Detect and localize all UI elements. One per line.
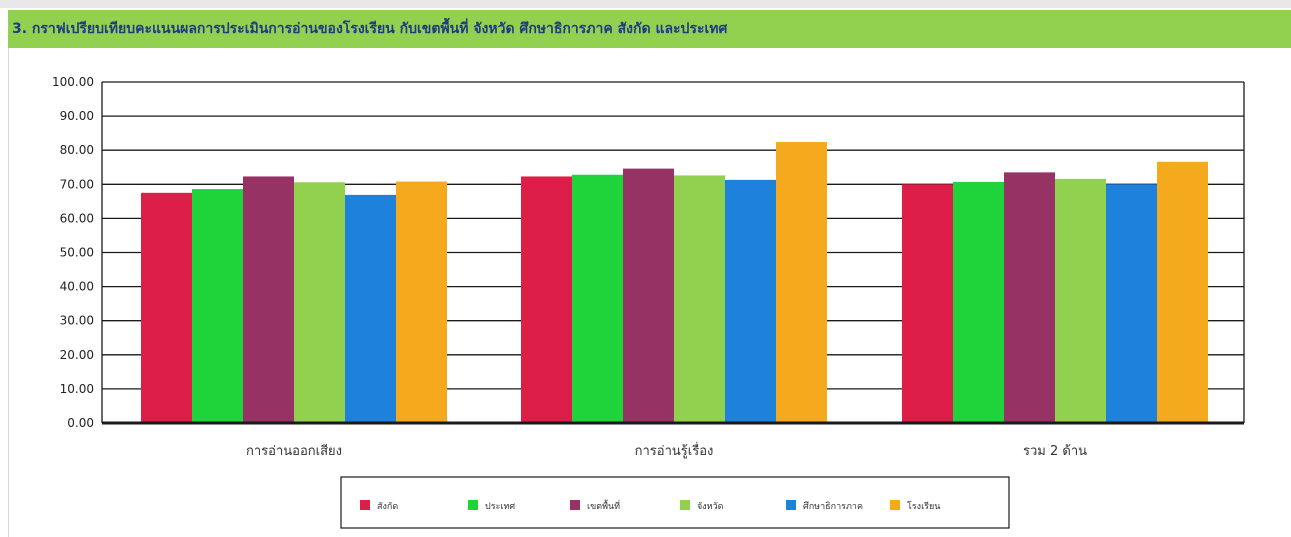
legend-label: ประเทศ (485, 502, 515, 512)
top-border (0, 0, 1291, 8)
bar (1106, 184, 1157, 423)
bar (192, 189, 243, 423)
bar (674, 175, 725, 423)
y-tick-label: 0.00 (67, 416, 94, 430)
bar (902, 184, 953, 423)
legend-swatch (786, 500, 796, 510)
legend-label: สังกัด (377, 502, 398, 512)
bar (1157, 161, 1208, 423)
section-title: 3. กราฟเปรียบเทียบคะแนนผลการประเมินการอ่… (12, 21, 728, 37)
bar (345, 194, 396, 423)
legend-label: โรงเรียน (907, 501, 940, 512)
y-axis-ticks: 0.00 10.00 20.00 30.00 40.00 50.00 60.00 70.00 8… (52, 75, 94, 430)
legend-swatch (680, 500, 690, 510)
y-tick-label: 10.00 (60, 382, 94, 396)
legend: สังกัด ประเทศ เขตพื้นที่ จังหวัด ศึกษาธิการภ… (340, 476, 1010, 529)
bar (953, 181, 1004, 423)
y-tick-label: 30.00 (60, 314, 94, 328)
y-tick-label: 80.00 (60, 143, 94, 157)
bar (243, 176, 294, 423)
bar (725, 179, 776, 423)
x-axis-categories: การอ่านออกเสียง การอ่านรู้เรื่อง รวม 2 ด้า… (246, 442, 1087, 459)
y-tick-label: 40.00 (60, 280, 94, 294)
category-label: การอ่านออกเสียง (246, 443, 342, 459)
legend-swatch (570, 500, 580, 510)
bar (1004, 172, 1055, 423)
bar (294, 182, 345, 423)
bar (396, 181, 447, 423)
y-tick-label: 70.00 (60, 177, 94, 191)
category-label: รวม 2 ด้าน (1023, 444, 1087, 459)
y-tick-label: 50.00 (60, 246, 94, 260)
bar (521, 176, 572, 423)
y-tick-label: 100.00 (52, 75, 94, 89)
legend-label: จังหวัด (697, 502, 724, 512)
bar (141, 192, 192, 423)
bar (776, 142, 827, 424)
legend-swatch (360, 500, 370, 510)
category-label: การอ่านรู้เรื่อง (635, 442, 714, 459)
legend-label: ศึกษาธิการภาค (803, 501, 863, 512)
bar (623, 168, 674, 423)
legend-swatch (468, 500, 478, 510)
y-tick-label: 90.00 (60, 109, 94, 123)
legend-label: เขตพื้นที่ (587, 499, 620, 512)
bar (1055, 178, 1106, 423)
plot-frame (101, 82, 1245, 425)
bar (572, 174, 623, 423)
bars (141, 142, 1208, 424)
y-tick-label: 60.00 (60, 211, 94, 225)
section-header: 3. กราฟเปรียบเทียบคะแนนผลการประเมินการอ่… (8, 10, 1291, 48)
y-tick-label: 20.00 (60, 348, 94, 362)
legend-swatch (890, 500, 900, 510)
left-border (8, 48, 9, 537)
